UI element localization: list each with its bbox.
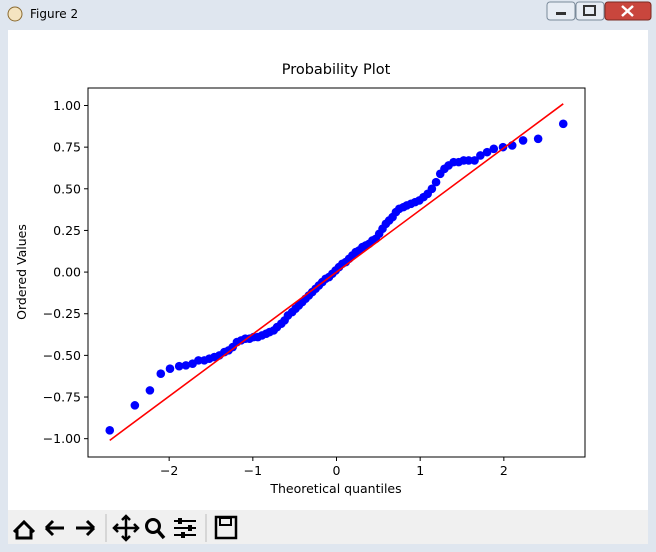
app-icon bbox=[7, 6, 23, 22]
slider-knob bbox=[178, 518, 182, 524]
data-point bbox=[518, 136, 528, 145]
data-point bbox=[130, 401, 140, 410]
close-glyph bbox=[621, 5, 634, 17]
axes-frame bbox=[87, 87, 586, 458]
chart: Probability Plot Theoretical quantiles O… bbox=[14, 62, 586, 496]
x-axis-label: Theoretical quantiles bbox=[269, 481, 401, 496]
y-tick-label: −0.50 bbox=[43, 348, 81, 363]
forward-button[interactable] bbox=[76, 519, 96, 537]
chart-title: Probability Plot bbox=[282, 62, 391, 78]
y-axis-label: Ordered Values bbox=[14, 224, 29, 320]
y-tick-label: 0.75 bbox=[53, 140, 81, 155]
data-point bbox=[476, 151, 485, 160]
minimize-button[interactable] bbox=[546, 1, 576, 21]
data-point bbox=[533, 134, 543, 144]
x-tick-label: −2 bbox=[160, 463, 178, 478]
x-tick-label: −1 bbox=[244, 463, 262, 478]
data-point bbox=[558, 119, 568, 129]
maximize-glyph bbox=[583, 5, 596, 16]
y-tick-label: 0.50 bbox=[53, 181, 81, 196]
title-controls bbox=[7, 1, 652, 22]
data-point bbox=[482, 147, 492, 157]
back-button[interactable] bbox=[44, 519, 64, 537]
maximize-button[interactable] bbox=[575, 1, 605, 21]
data-point bbox=[181, 361, 191, 370]
data-point bbox=[427, 184, 437, 194]
data-point bbox=[470, 156, 479, 165]
y-tick-label: 0.00 bbox=[53, 265, 81, 280]
x-tick-label: 1 bbox=[416, 463, 424, 478]
minimize-glyph bbox=[556, 12, 566, 15]
y-tick-label: −0.25 bbox=[43, 306, 81, 321]
save-glyph bbox=[219, 517, 232, 526]
window-title: Figure 2 bbox=[30, 7, 79, 21]
toolbar bbox=[8, 510, 648, 544]
figure-area bbox=[8, 30, 648, 544]
x-tick-label: 2 bbox=[500, 463, 508, 478]
x-tick-label: 0 bbox=[333, 463, 341, 478]
slider-knob bbox=[181, 532, 185, 538]
y-tick-label: 1.00 bbox=[53, 98, 81, 113]
data-point bbox=[156, 369, 166, 379]
zoom-button[interactable] bbox=[145, 518, 161, 534]
data-point bbox=[174, 361, 184, 371]
data-point bbox=[431, 177, 441, 187]
fit-line bbox=[109, 103, 564, 441]
slider-knob bbox=[188, 525, 192, 531]
zoom-handle bbox=[156, 529, 166, 540]
pan-button[interactable] bbox=[112, 514, 140, 542]
title-bar: Figure 2 bbox=[0, 0, 656, 30]
data-point bbox=[145, 386, 155, 395]
data-point bbox=[105, 426, 115, 435]
y-tick-label: −1.00 bbox=[43, 431, 81, 446]
y-tick-label: −0.75 bbox=[43, 390, 81, 405]
data-point bbox=[489, 144, 499, 154]
toolbar-icons bbox=[12, 514, 238, 542]
home-button[interactable] bbox=[12, 519, 36, 540]
y-tick-label: 0.25 bbox=[53, 223, 81, 238]
data-point bbox=[165, 364, 175, 374]
